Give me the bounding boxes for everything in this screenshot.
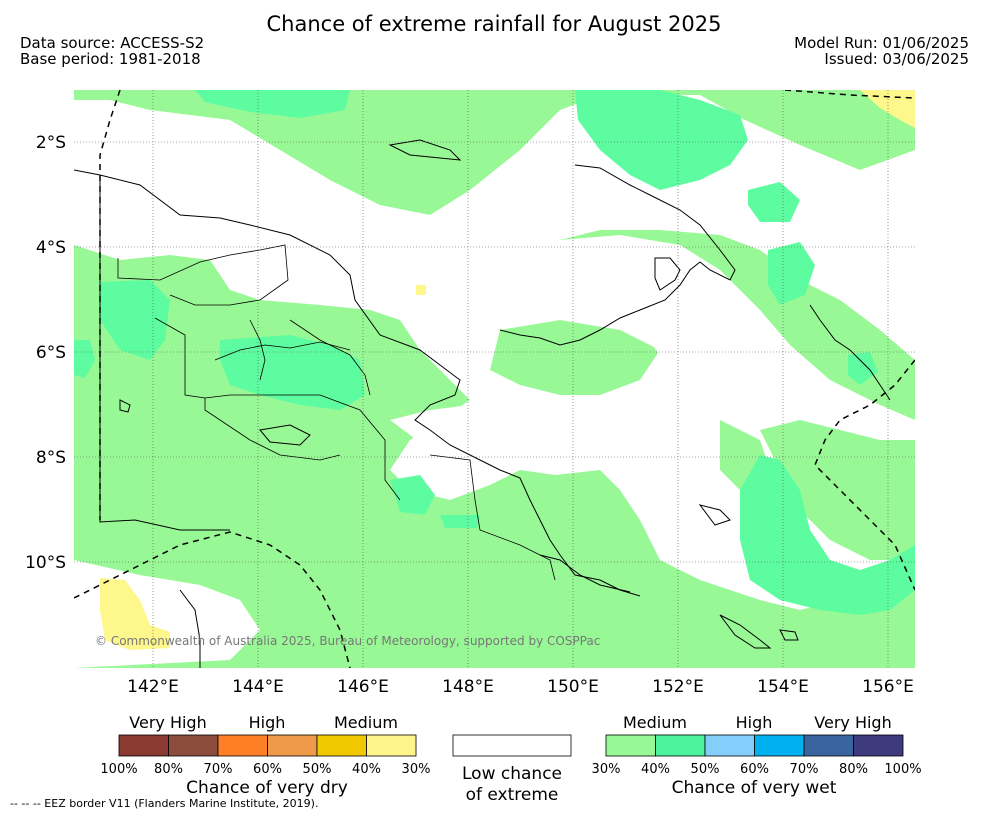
longitude-labels: 142°E 144°E 146°E 148°E 150°E 152°E 154°… — [127, 677, 914, 697]
wet-tick-label: 60% — [740, 762, 769, 777]
wet-caption: Chance of very wet — [672, 778, 837, 798]
lat-label: 8°S — [36, 448, 66, 468]
wet-header-medium: Medium — [623, 713, 687, 732]
low-chance-caption: of extreme — [466, 785, 559, 805]
wet-tick-label: 100% — [884, 762, 921, 777]
wet-high-zone — [768, 242, 815, 305]
lon-label: 148°E — [442, 677, 494, 697]
dry-tick-label: 60% — [253, 762, 282, 777]
lon-label: 150°E — [547, 677, 599, 697]
wet-high-zone — [100, 280, 170, 360]
wet-medium-zone — [74, 90, 915, 215]
dry-tick-label: 100% — [100, 762, 137, 777]
low-chance-zone — [620, 280, 720, 355]
wet-high-zone — [440, 515, 480, 528]
dry-header-very-high: Very High — [129, 713, 206, 732]
dry-caption: Chance of very dry — [186, 778, 348, 798]
dry-colorbar: Very High High Medium 100% 80% 70% 60% 50% 40… — [100, 713, 430, 798]
wet-header-very-high: Very High — [814, 713, 891, 732]
lat-label: 10°S — [25, 553, 66, 573]
dry-tick-label: 80% — [154, 762, 183, 777]
dry-swatch — [316, 734, 367, 757]
wet-swatch — [803, 734, 854, 757]
wet-high-zone — [220, 335, 365, 410]
wet-medium-zone — [560, 230, 915, 420]
map-title: Chance of extreme rainfall for August 20… — [266, 12, 722, 36]
wet-header-high: High — [736, 713, 773, 732]
dry-swatch — [168, 734, 219, 757]
wet-high-zone — [74, 340, 95, 378]
wet-swatch — [853, 734, 904, 757]
low-chance-zone — [390, 405, 700, 480]
lon-label: 142°E — [127, 677, 179, 697]
dry-tick-label: 70% — [204, 762, 233, 777]
eez-borders — [74, 90, 915, 668]
data-source-label: Data source: ACCESS-S2 — [20, 34, 205, 52]
dry-medium-zone — [416, 285, 426, 295]
wet-high-zone — [848, 352, 878, 385]
dry-tick-label: 40% — [352, 762, 381, 777]
dry-header-medium: Medium — [334, 713, 398, 732]
wet-tick-label: 40% — [641, 762, 670, 777]
copyright-notice: © Commonwealth of Australia 2025, Bureau… — [95, 634, 600, 648]
wet-high-zone — [740, 455, 915, 615]
latitude-labels: 2°S 4°S 6°S 8°S 10°S — [25, 133, 66, 573]
dry-medium-zone — [100, 578, 170, 650]
wet-medium-zone — [760, 420, 915, 560]
wet-swatch — [655, 734, 706, 757]
dry-tick-label: 50% — [303, 762, 332, 777]
wet-tick-label: 30% — [592, 762, 621, 777]
dry-tick-label: 30% — [402, 762, 431, 777]
wet-swatch — [704, 734, 755, 757]
wet-high-zone — [748, 182, 800, 222]
lat-label: 6°S — [36, 343, 66, 363]
issued-label: Issued: 03/06/2025 — [824, 50, 969, 68]
wet-swatch — [754, 734, 805, 757]
model-run-label: Model Run: 01/06/2025 — [794, 34, 969, 52]
lon-label: 152°E — [652, 677, 704, 697]
wet-tick-label: 50% — [691, 762, 720, 777]
lat-label: 4°S — [36, 238, 66, 258]
dry-swatch — [267, 734, 318, 757]
wet-high-zone — [195, 90, 350, 118]
lon-label: 156°E — [862, 677, 914, 697]
base-period-label: Base period: 1981-2018 — [20, 50, 201, 68]
dry-header-high: High — [249, 713, 286, 732]
dry-swatch — [366, 734, 417, 757]
wet-tick-label: 70% — [790, 762, 819, 777]
graticule — [74, 90, 915, 668]
low-chance-caption: Low chance — [462, 764, 562, 784]
eez-footnote: -- -- -- EEZ border V11 (Flanders Marine… — [10, 797, 319, 810]
low-chance-zone — [74, 130, 600, 295]
dry-swatch — [217, 734, 268, 757]
wet-swatch — [605, 734, 656, 757]
wet-high-zone — [390, 475, 435, 515]
dry-medium-zone — [860, 90, 915, 128]
low-chance-legend: Low chance of extreme — [452, 734, 572, 805]
wet-colorbar: Medium High Very High 30% 40% 50% 60% 70% 80%… — [592, 713, 922, 798]
lon-label: 144°E — [232, 677, 284, 697]
wet-tick-label: 80% — [839, 762, 868, 777]
dry-swatch — [118, 734, 169, 757]
lat-label: 2°S — [36, 133, 66, 153]
low-chance-swatch — [452, 734, 572, 757]
wet-high-zone — [575, 90, 748, 190]
wet-medium-zone — [490, 320, 660, 395]
lon-label: 146°E — [337, 677, 389, 697]
lon-label: 154°E — [757, 677, 809, 697]
